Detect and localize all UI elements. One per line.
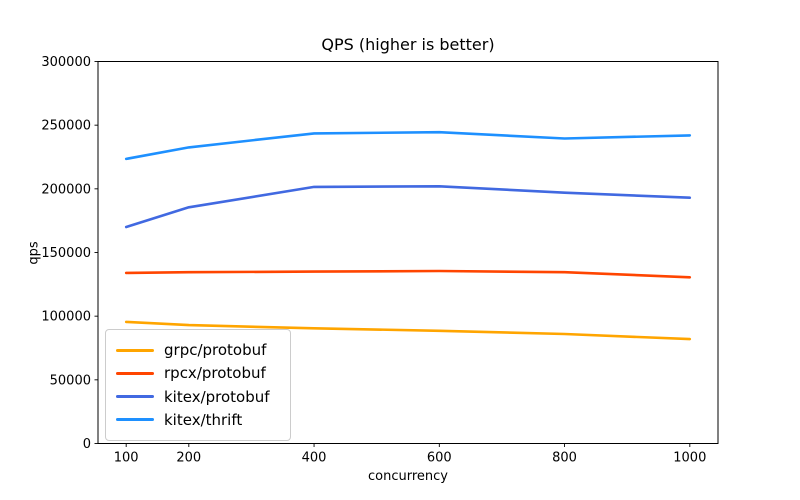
legend-item-label: rpcx/protobuf (164, 364, 266, 383)
legend-line-swatch-rpcx-protobuf (116, 371, 154, 375)
x-tick-label: 400 (302, 451, 327, 466)
legend-item: grpc/protobuf (116, 339, 280, 361)
legend-item: kitex/protobuf (116, 386, 280, 408)
y-tick-label: 300000 (41, 55, 91, 70)
x-tick-label: 600 (427, 451, 452, 466)
x-tick-label: 1000 (673, 451, 706, 466)
x-tick-label: 100 (114, 451, 139, 466)
y-tick-label: 50000 (50, 373, 91, 388)
legend-line-swatch-kitex-protobuf (116, 395, 154, 399)
legend-item: rpcx/protobuf (116, 362, 280, 384)
series-line-kitex-protobuf (124, 185, 692, 229)
legend-line-swatch-grpc-protobuf (116, 348, 154, 352)
x-axis-label: concurrency (368, 469, 448, 484)
y-tick-label: 0 (83, 437, 91, 452)
y-tick-label: 150000 (41, 246, 91, 261)
legend-item: kitex/thrift (116, 409, 280, 431)
legend: grpc/protobuf rpcx/protobuf kitex/protob… (105, 329, 291, 441)
y-axis-label: qps (26, 241, 42, 265)
legend-line-swatch-kitex-thrift (116, 418, 154, 422)
series-line-kitex-thrift (124, 130, 692, 161)
y-tick-label: 250000 (41, 119, 91, 134)
y-tick-label: 200000 (41, 182, 91, 197)
legend-item-label: kitex/protobuf (164, 387, 270, 406)
legend-item-label: grpc/protobuf (164, 341, 267, 359)
x-tick-label: 800 (552, 451, 577, 466)
x-tick-label: 200 (176, 451, 201, 466)
series-line-rpcx-protobuf (124, 269, 692, 279)
series-line-grpc-protobuf (124, 320, 692, 341)
chart-title: QPS (higher is better) (321, 35, 495, 54)
axes-frame (97, 61, 719, 444)
legend-item-label: kitex/thrift (164, 410, 243, 429)
y-tick-label: 100000 (41, 310, 91, 325)
